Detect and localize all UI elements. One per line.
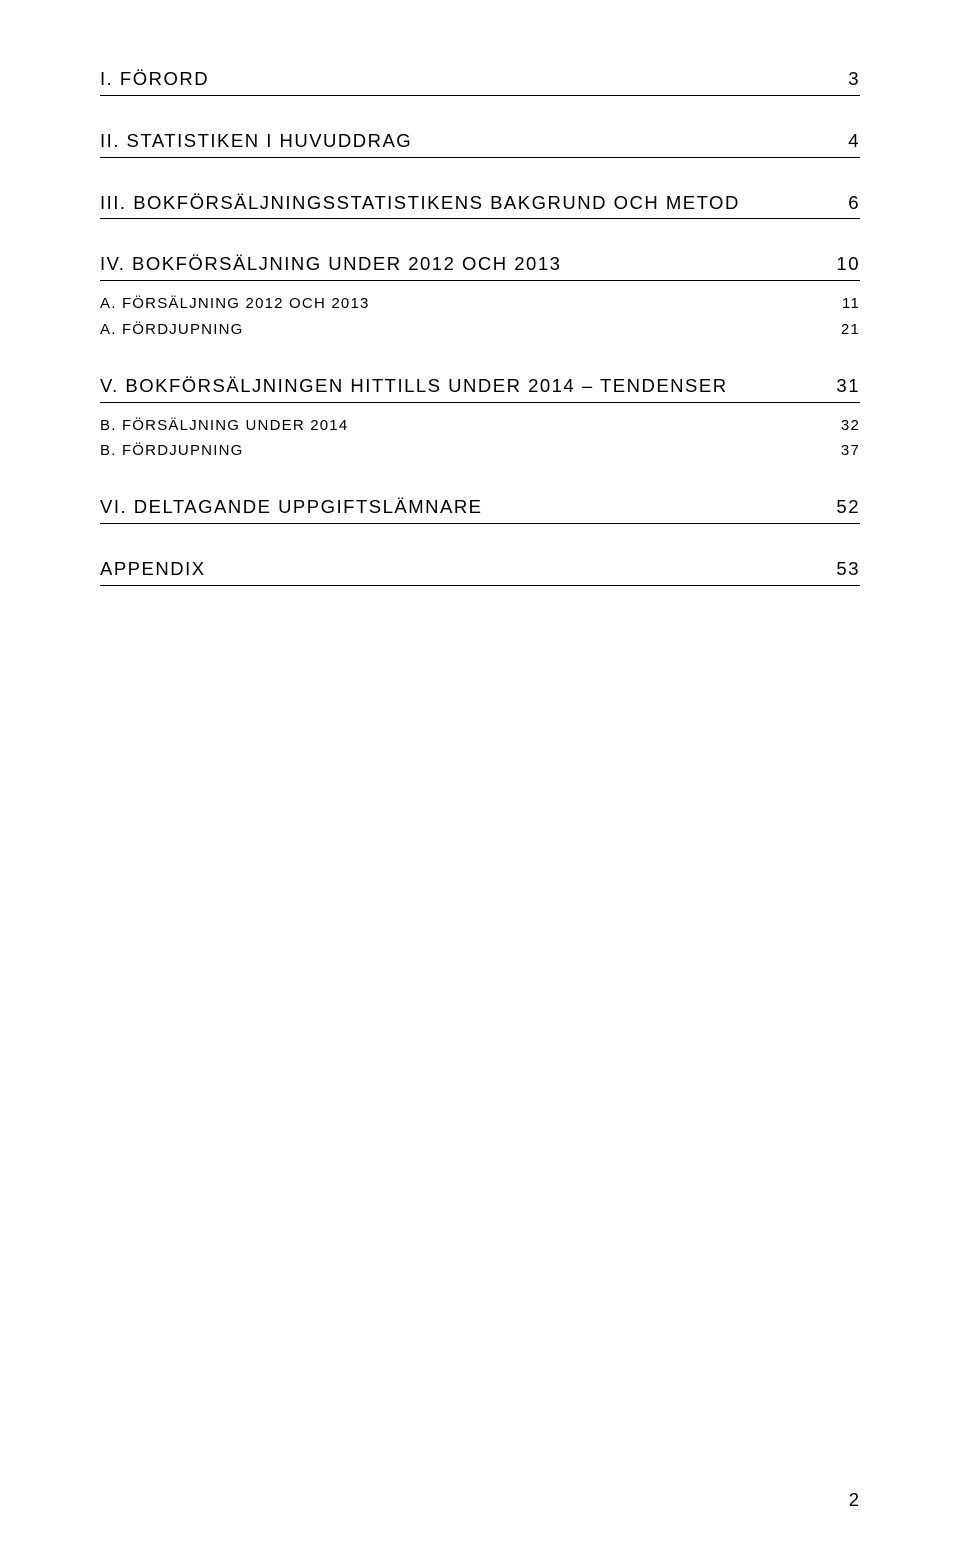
spacer: [100, 403, 860, 411]
toc-page-number: 11: [830, 293, 860, 315]
toc-subentry-iv-a2: A. FÖRDJUPNING 21: [100, 315, 860, 341]
toc-label: B. FÖRSÄLJNING UNDER 2014: [100, 415, 830, 437]
toc-entry-iii: III. BOKFÖRSÄLJNINGSSTATISTIKENS BAKGRUN…: [100, 184, 860, 220]
toc-entry-v: V. BOKFÖRSÄLJNINGEN HITTILLS UNDER 2014 …: [100, 367, 860, 403]
spacer: [100, 96, 860, 122]
toc-label: II. STATISTIKEN I HUVUDDRAG: [100, 128, 830, 155]
toc-entry-appendix: APPENDIX 53: [100, 550, 860, 586]
toc-page-number: 6: [830, 190, 860, 217]
toc-label: III. BOKFÖRSÄLJNINGSSTATISTIKENS BAKGRUN…: [100, 190, 830, 217]
toc-page-number: 37: [830, 440, 860, 462]
toc-subentry-iv-a1: A. FÖRSÄLJNING 2012 OCH 2013 11: [100, 289, 860, 315]
toc-label: B. FÖRDJUPNING: [100, 440, 830, 462]
spacer: [100, 341, 860, 367]
spacer: [100, 524, 860, 550]
toc-page-number: 52: [830, 494, 860, 521]
spacer: [100, 219, 860, 245]
toc-entry-i: I. FÖRORD 3: [100, 60, 860, 96]
toc-page-number: 32: [830, 415, 860, 437]
toc-label: IV. BOKFÖRSÄLJNING UNDER 2012 OCH 2013: [100, 251, 830, 278]
page-number-footer: 2: [849, 1489, 860, 1511]
toc-page-number: 31: [830, 373, 860, 400]
toc-page-number: 53: [830, 556, 860, 583]
toc-entry-vi: VI. DELTAGANDE UPPGIFTSLÄMNARE 52: [100, 488, 860, 524]
toc-label: I. FÖRORD: [100, 66, 830, 93]
toc-entry-ii: II. STATISTIKEN I HUVUDDRAG 4: [100, 122, 860, 158]
toc-page-number: 21: [830, 319, 860, 341]
spacer: [100, 281, 860, 289]
spacer: [100, 158, 860, 184]
spacer: [100, 462, 860, 488]
toc-subentry-v-b1: B. FÖRSÄLJNING UNDER 2014 32: [100, 411, 860, 437]
toc-label: A. FÖRDJUPNING: [100, 319, 830, 341]
toc-subentry-v-b2: B. FÖRDJUPNING 37: [100, 436, 860, 462]
toc-page-number: 4: [830, 128, 860, 155]
toc-label: V. BOKFÖRSÄLJNINGEN HITTILLS UNDER 2014 …: [100, 373, 830, 400]
toc-page-number: 3: [830, 66, 860, 93]
toc-page: I. FÖRORD 3 II. STATISTIKEN I HUVUDDRAG …: [0, 0, 960, 1551]
toc-label: VI. DELTAGANDE UPPGIFTSLÄMNARE: [100, 494, 830, 521]
toc-entry-iv: IV. BOKFÖRSÄLJNING UNDER 2012 OCH 2013 1…: [100, 245, 860, 281]
toc-page-number: 10: [830, 251, 860, 278]
toc-label: A. FÖRSÄLJNING 2012 OCH 2013: [100, 293, 830, 315]
toc-label: APPENDIX: [100, 556, 830, 583]
